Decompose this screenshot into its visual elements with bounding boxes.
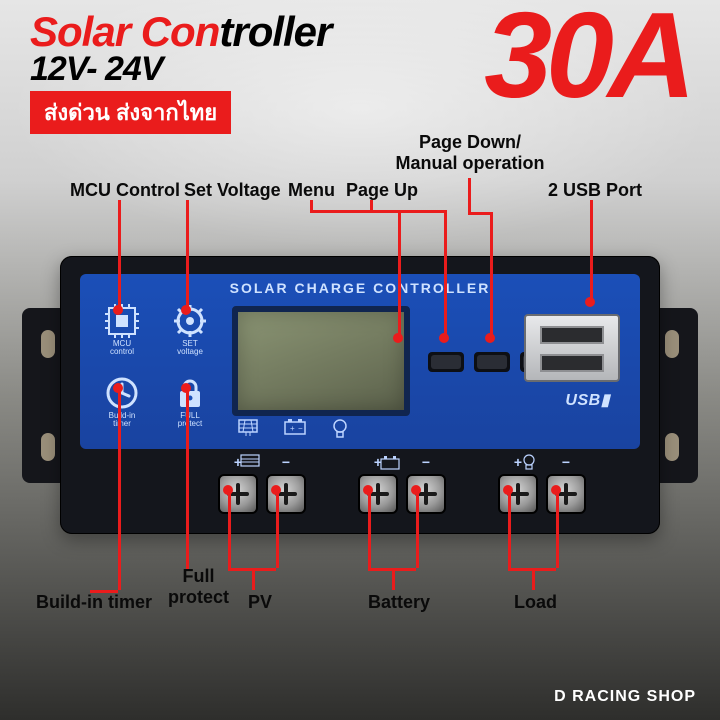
- lead-line: [508, 490, 511, 568]
- callout-page-down: Page Down/ Manual operation: [380, 132, 560, 173]
- feature-timer: Build-intimer: [92, 376, 152, 429]
- lead-dot: [113, 305, 123, 315]
- callout-build-in-timer: Build-in timer: [36, 592, 152, 613]
- device: SOLAR CHARGE CONTROLLER MCUcontrol SETvo…: [40, 250, 680, 540]
- control-panel: SOLAR CHARGE CONTROLLER MCUcontrol SETvo…: [80, 274, 640, 449]
- lead-line: [276, 490, 279, 568]
- lead-dot: [585, 297, 595, 307]
- callout-load: Load: [514, 592, 557, 613]
- callout-mcu-control: MCU Control: [70, 180, 180, 201]
- lead-dot: [181, 383, 191, 393]
- lead-line: [556, 490, 559, 568]
- lead-dot: [363, 485, 373, 495]
- battery-icon: +−: [284, 419, 306, 435]
- callout-usb-port: 2 USB Port: [548, 180, 642, 201]
- amperage-rating: 30A: [484, 4, 690, 108]
- svg-text:−: −: [298, 424, 303, 433]
- lead-dot: [439, 333, 449, 343]
- feature-full-protect: FULLprotect: [160, 376, 220, 429]
- lead-line: [368, 490, 371, 568]
- svg-text:+: +: [290, 424, 295, 433]
- port-icon-row: +−: [238, 419, 510, 439]
- lead-line: [416, 490, 419, 568]
- solar-panel-icon: [238, 419, 258, 437]
- callout-menu: Menu: [288, 180, 335, 201]
- lead-dot: [181, 305, 191, 315]
- bulb-icon: [332, 419, 348, 439]
- header: Solar Controller 12V- 24V ส่งด่วน ส่งจาก…: [30, 8, 690, 134]
- lead-dot: [223, 485, 233, 495]
- bulb-icon: [522, 454, 536, 470]
- solar-panel-icon: [240, 454, 260, 470]
- callout-full-protect: Full protect: [168, 566, 229, 608]
- battery-icon: [380, 456, 400, 470]
- load-minus: −: [546, 454, 586, 470]
- lead-dot: [271, 485, 281, 495]
- usb-label: USB▮: [565, 390, 610, 410]
- menu-button[interactable]: [428, 352, 464, 372]
- top-callouts: MCU Control Set Voltage Menu Page Up Pag…: [0, 150, 720, 250]
- lead-dot: [485, 333, 495, 343]
- terminal-row: + − + − + −: [120, 454, 600, 514]
- bottom-callouts: Build-in timer Full protect PV Battery L…: [0, 560, 720, 660]
- lead-line: [186, 388, 189, 570]
- lead-dot: [113, 383, 123, 393]
- lead-dot: [411, 485, 421, 495]
- usb-ports[interactable]: [524, 314, 620, 382]
- callout-pv: PV: [248, 592, 272, 613]
- device-body: SOLAR CHARGE CONTROLLER MCUcontrol SETvo…: [60, 256, 660, 534]
- lead-line: [228, 490, 231, 568]
- lead-dot: [393, 333, 403, 343]
- panel-title: SOLAR CHARGE CONTROLLER: [80, 280, 640, 296]
- lead-dot: [551, 485, 561, 495]
- bat-minus: −: [406, 454, 446, 470]
- callout-set-voltage: Set Voltage: [184, 180, 281, 201]
- lcd-screen: [232, 306, 410, 416]
- brand-watermark: D RACING SHOP: [554, 688, 696, 706]
- product-title: Solar Controller: [30, 8, 331, 56]
- callout-page-up: Page Up: [346, 180, 418, 201]
- lead-dot: [503, 485, 513, 495]
- callout-battery: Battery: [368, 592, 430, 613]
- page-up-button[interactable]: [474, 352, 510, 372]
- pv-minus: −: [266, 454, 306, 470]
- shipping-badge: ส่งด่วน ส่งจากไทย: [30, 91, 231, 134]
